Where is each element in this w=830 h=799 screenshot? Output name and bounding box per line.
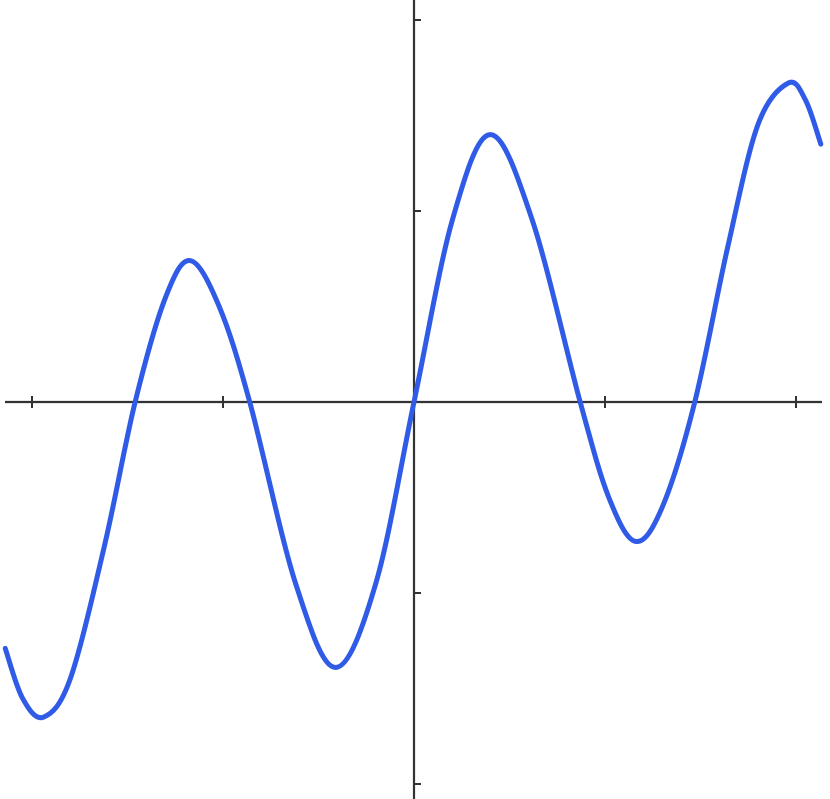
series — [2, 79, 824, 721]
series-line — [2, 79, 824, 721]
